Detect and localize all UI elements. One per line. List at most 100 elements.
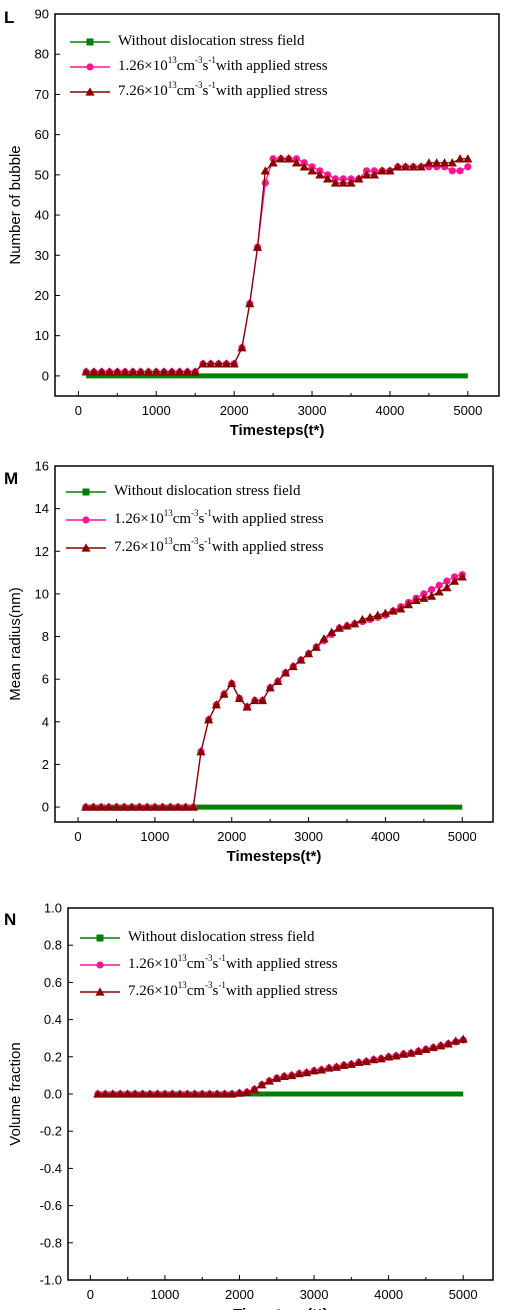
data-point	[173, 802, 183, 811]
y-tick-label: 0.0	[44, 1087, 62, 1102]
y-tick-label: 60	[35, 127, 49, 142]
legend-tail: with applied stress	[216, 58, 328, 74]
legend-item: Without dislocation stress field	[80, 929, 315, 945]
y-tick-label: -0.4	[40, 1161, 62, 1176]
y-tick-label: -1.0	[40, 1273, 62, 1288]
data-point	[257, 695, 268, 705]
data-point	[342, 621, 352, 630]
data-point	[327, 627, 337, 636]
x-tick-label: 4000	[371, 829, 400, 844]
data-point	[88, 802, 99, 811]
legend-item: Without dislocation stress field	[66, 483, 301, 499]
data-point	[81, 367, 91, 376]
legend-unit2: s	[199, 511, 205, 527]
legend-marker	[96, 934, 104, 942]
data-point	[229, 359, 239, 368]
data-point	[227, 678, 237, 688]
legend-tail: with applied stress	[226, 983, 338, 999]
data-point	[449, 576, 460, 585]
data-point	[455, 154, 465, 163]
y-tick-label: -0.8	[40, 1235, 62, 1250]
data-point	[301, 1068, 312, 1077]
data-point	[143, 367, 154, 376]
legend-marker	[96, 961, 104, 969]
y-tick-label: 0.6	[44, 975, 62, 990]
data-point	[279, 1071, 289, 1081]
y-tick-label: -0.2	[40, 1124, 62, 1139]
data-point	[165, 802, 175, 811]
data-point	[234, 693, 245, 703]
data-point	[205, 1089, 215, 1098]
data-point	[330, 178, 341, 187]
legend-label: 7.26×1013cm-3s-1with applied stress	[114, 536, 324, 555]
data-point	[211, 700, 221, 709]
data-point	[190, 367, 200, 376]
series-line	[86, 158, 469, 373]
legend-label: 1.26×1013cm-3s-1with applied stress	[118, 55, 328, 74]
data-point	[316, 1065, 327, 1074]
data-point	[157, 802, 168, 811]
x-tick-label: 4000	[375, 403, 404, 418]
legend: Without dislocation stress field 1.26×101…	[70, 33, 328, 99]
series-line	[97, 1038, 464, 1095]
data-point	[190, 1089, 200, 1098]
data-point	[411, 595, 421, 604]
y-axis-title: Number of bubble	[7, 145, 24, 264]
data-point	[443, 1039, 453, 1048]
data-point	[464, 163, 472, 171]
data-point	[413, 1046, 424, 1055]
legend-unit1: cm	[187, 956, 206, 972]
panel-letter: L	[4, 8, 14, 27]
x-tick-label: 0	[75, 403, 82, 418]
data-point	[159, 367, 169, 376]
data-point	[97, 367, 107, 376]
series-line	[97, 1039, 464, 1095]
data-point	[331, 1062, 342, 1071]
data-point	[276, 154, 286, 163]
series-2	[81, 572, 467, 811]
data-point	[265, 683, 275, 692]
legend-marker	[95, 987, 105, 996]
y-tick-label: 0.2	[44, 1049, 62, 1064]
legend-tail: with applied stress	[212, 511, 324, 527]
data-point	[273, 676, 283, 685]
y-tick-label: 8	[42, 629, 49, 644]
data-point	[369, 1054, 379, 1064]
y-tick-label: 6	[42, 672, 49, 687]
y-tick-label: -0.6	[40, 1198, 62, 1213]
legend-mantissa: 1.26×10	[118, 58, 168, 74]
data-point	[221, 359, 231, 368]
data-point	[324, 1063, 334, 1072]
data-point	[81, 802, 91, 811]
data-point	[458, 1034, 468, 1043]
data-point	[376, 1054, 386, 1063]
legend-mantissa: 1.26×10	[114, 511, 164, 527]
x-tick-label: 1000	[150, 1287, 179, 1302]
y-tick-label: 12	[35, 544, 49, 559]
series-2	[81, 154, 473, 376]
data-point	[127, 802, 137, 811]
data-point	[426, 591, 437, 600]
data-point	[115, 1089, 125, 1098]
data-point	[196, 747, 206, 756]
legend-item: Without dislocation stress field	[70, 33, 305, 49]
x-tick-label: 4000	[374, 1287, 403, 1302]
data-point	[350, 619, 360, 628]
x-tick-label: 1000	[140, 829, 169, 844]
data-point	[96, 802, 106, 811]
data-point	[339, 1060, 349, 1069]
data-point	[311, 642, 321, 651]
x-tick-label: 5000	[449, 1287, 478, 1302]
legend-exp3: -1	[208, 80, 216, 90]
data-point	[319, 634, 329, 643]
panel-letter: M	[4, 469, 18, 488]
data-point	[432, 158, 442, 167]
data-point	[234, 1088, 245, 1097]
chart-panel-l: L 0 1000 2000 3000 4000 5000 0 10 20 30 40 50 60 70 80 9…	[4, 7, 500, 439]
legend-tail: with applied stress	[226, 956, 338, 972]
data-point	[451, 1036, 461, 1045]
data-point	[272, 1073, 282, 1082]
data-point	[261, 179, 269, 187]
legend-label: 1.26×1013cm-3s-1with applied stress	[114, 508, 324, 527]
data-point	[338, 178, 348, 187]
